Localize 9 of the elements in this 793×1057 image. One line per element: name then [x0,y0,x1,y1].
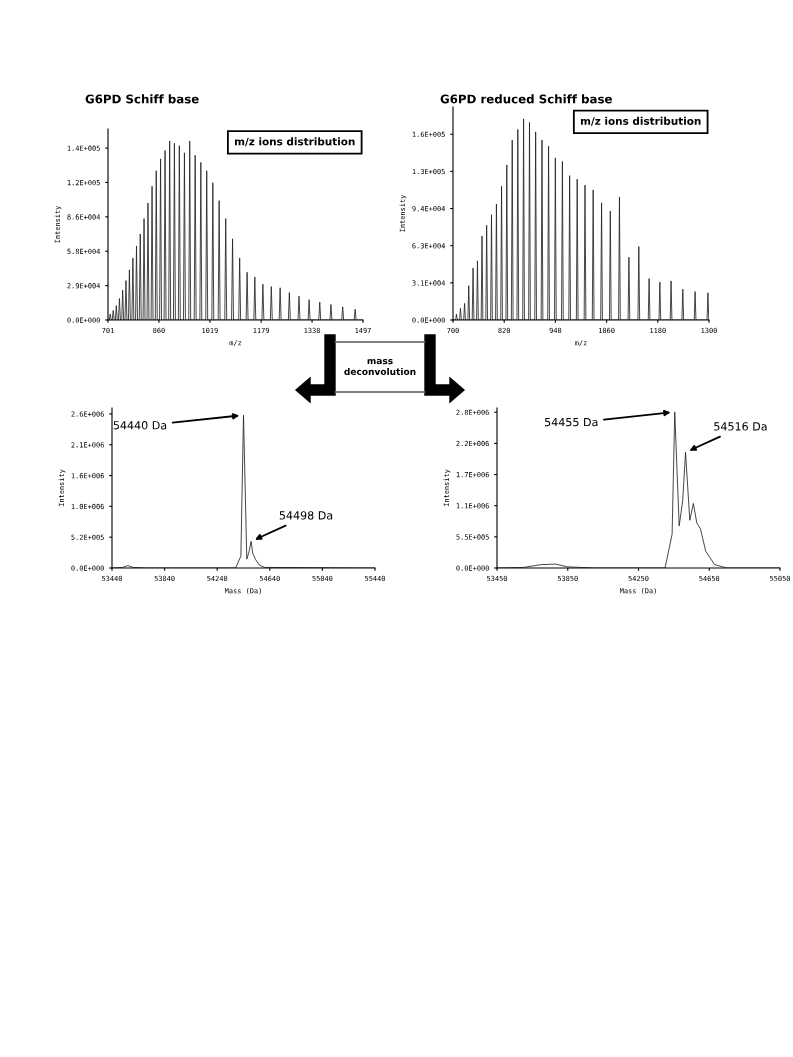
annotation: 54455 Da [544,418,598,427]
annotation: 54516 Da [714,422,767,431]
text: mass deconvolution [344,359,416,376]
annotation: m/z ions distribution [580,116,701,126]
annotation: 54498 Da [279,511,333,520]
annotation: m/z ions distribution [234,137,355,147]
chart-title: G6PD reduced Schiff base [440,94,612,104]
annotation: 54440 Da [113,421,167,430]
chart-title: G6PD Schiff base [85,94,199,104]
